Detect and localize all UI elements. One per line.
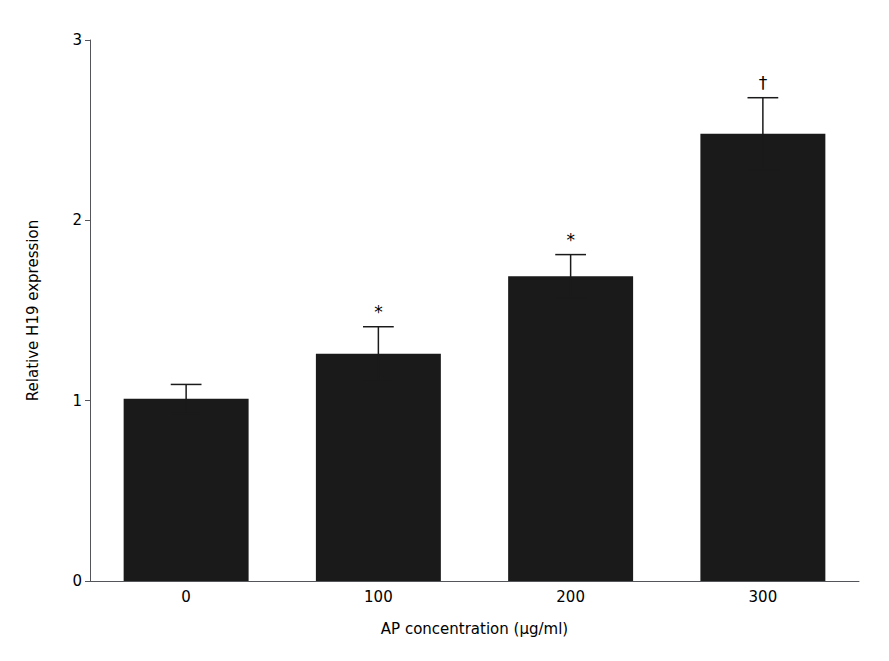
svg-text:300: 300: [749, 588, 778, 606]
svg-text:200: 200: [556, 588, 585, 606]
svg-text:AP concentration (μg/ml): AP concentration (μg/ml): [381, 620, 568, 638]
svg-text:3: 3: [72, 31, 82, 49]
svg-text:*: *: [566, 230, 575, 250]
svg-text:0: 0: [72, 572, 82, 590]
svg-text:Relative H19 expression: Relative H19 expression: [24, 220, 42, 401]
svg-text:1: 1: [72, 392, 82, 410]
svg-text:†: †: [759, 73, 768, 93]
svg-text:0: 0: [181, 588, 191, 606]
svg-text:*: *: [374, 302, 383, 322]
svg-text:2: 2: [72, 211, 82, 229]
svg-text:100: 100: [364, 588, 393, 606]
